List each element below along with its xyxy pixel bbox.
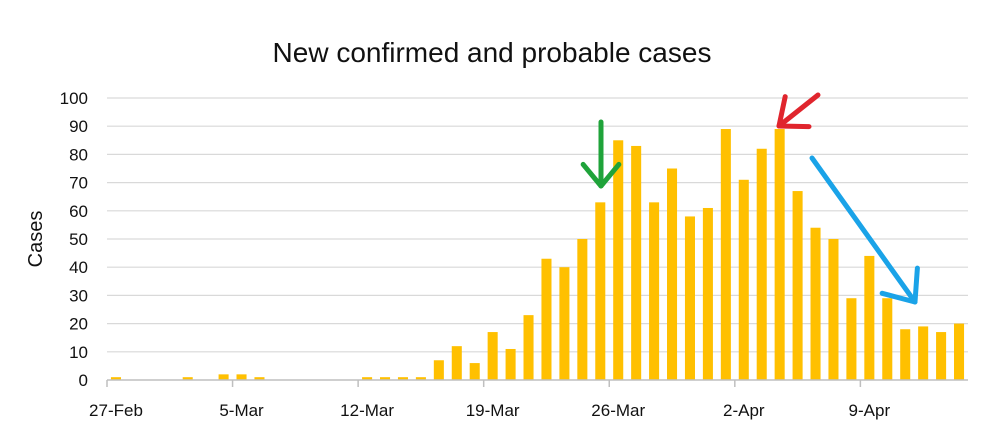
y-tick-label: 90: [69, 117, 88, 136]
bar: [792, 191, 803, 380]
x-tick-label: 2-Apr: [723, 401, 765, 420]
y-tick-label: 20: [69, 315, 88, 334]
x-tick-label: 19-Mar: [466, 401, 520, 420]
bar: [523, 315, 534, 380]
bar: [433, 360, 444, 380]
x-tick-label: 27-Feb: [89, 401, 143, 420]
y-tick-label: 10: [69, 343, 88, 362]
y-tick-label: 70: [69, 174, 88, 193]
bar: [774, 129, 785, 380]
bar: [810, 227, 821, 380]
bar: [380, 377, 391, 380]
bar: [954, 323, 965, 380]
bar: [828, 239, 839, 380]
y-tick-label: 40: [69, 258, 88, 277]
bar: [469, 363, 480, 380]
bar: [613, 140, 624, 380]
y-tick-label: 0: [79, 371, 88, 390]
red-arrow: [776, 92, 821, 130]
bar: [918, 326, 929, 380]
bar: [254, 377, 265, 380]
bar: [397, 377, 408, 380]
y-tick-labels: 0 10 20 30 40 50 60 70 80 90 100: [60, 89, 88, 390]
bar: [720, 129, 731, 380]
bar: [864, 255, 875, 380]
y-tick-label: 100: [60, 89, 88, 108]
bar: [218, 374, 229, 380]
y-tick-label: 50: [69, 230, 88, 249]
chart-title: New confirmed and probable cases: [273, 37, 712, 68]
bar: [505, 348, 516, 380]
bar: [882, 298, 893, 380]
y-tick-label: 60: [69, 202, 88, 221]
bar: [738, 179, 749, 380]
blue-arrow: [809, 155, 920, 305]
x-tick-label: 12-Mar: [340, 401, 394, 420]
x-axis: [106, 379, 968, 387]
green-arrow: [580, 119, 622, 189]
x-tick-label: 26-Mar: [591, 401, 645, 420]
bar: [487, 332, 498, 380]
y-axis-label: Cases: [25, 211, 47, 268]
bar: [415, 377, 426, 380]
bar: [667, 168, 678, 380]
bar: [846, 298, 857, 380]
bar: [541, 258, 552, 380]
bar: [577, 239, 588, 380]
bar: [631, 145, 642, 380]
bar: [110, 377, 121, 380]
bar: [684, 216, 695, 380]
bar: [702, 207, 713, 380]
bars: [110, 129, 965, 380]
bar: [595, 202, 606, 380]
bar: [756, 148, 767, 380]
x-tick-label: 9-Apr: [849, 401, 891, 420]
bar: [236, 374, 247, 380]
bar: [936, 332, 947, 380]
y-tick-label: 80: [69, 145, 88, 164]
bar: [451, 346, 462, 380]
bar: [182, 377, 193, 380]
bar: [559, 267, 570, 380]
x-tick-label: 5-Mar: [219, 401, 264, 420]
annotations: [580, 92, 920, 305]
bar: [649, 202, 660, 380]
gridlines: [107, 97, 968, 353]
y-tick-label: 30: [69, 286, 88, 305]
bar: [900, 329, 911, 380]
bar: [362, 377, 373, 380]
x-tick-labels: 27-Feb 5-Mar 12-Mar 19-Mar 26-Mar 2-Apr 9-Apr: [89, 401, 890, 420]
